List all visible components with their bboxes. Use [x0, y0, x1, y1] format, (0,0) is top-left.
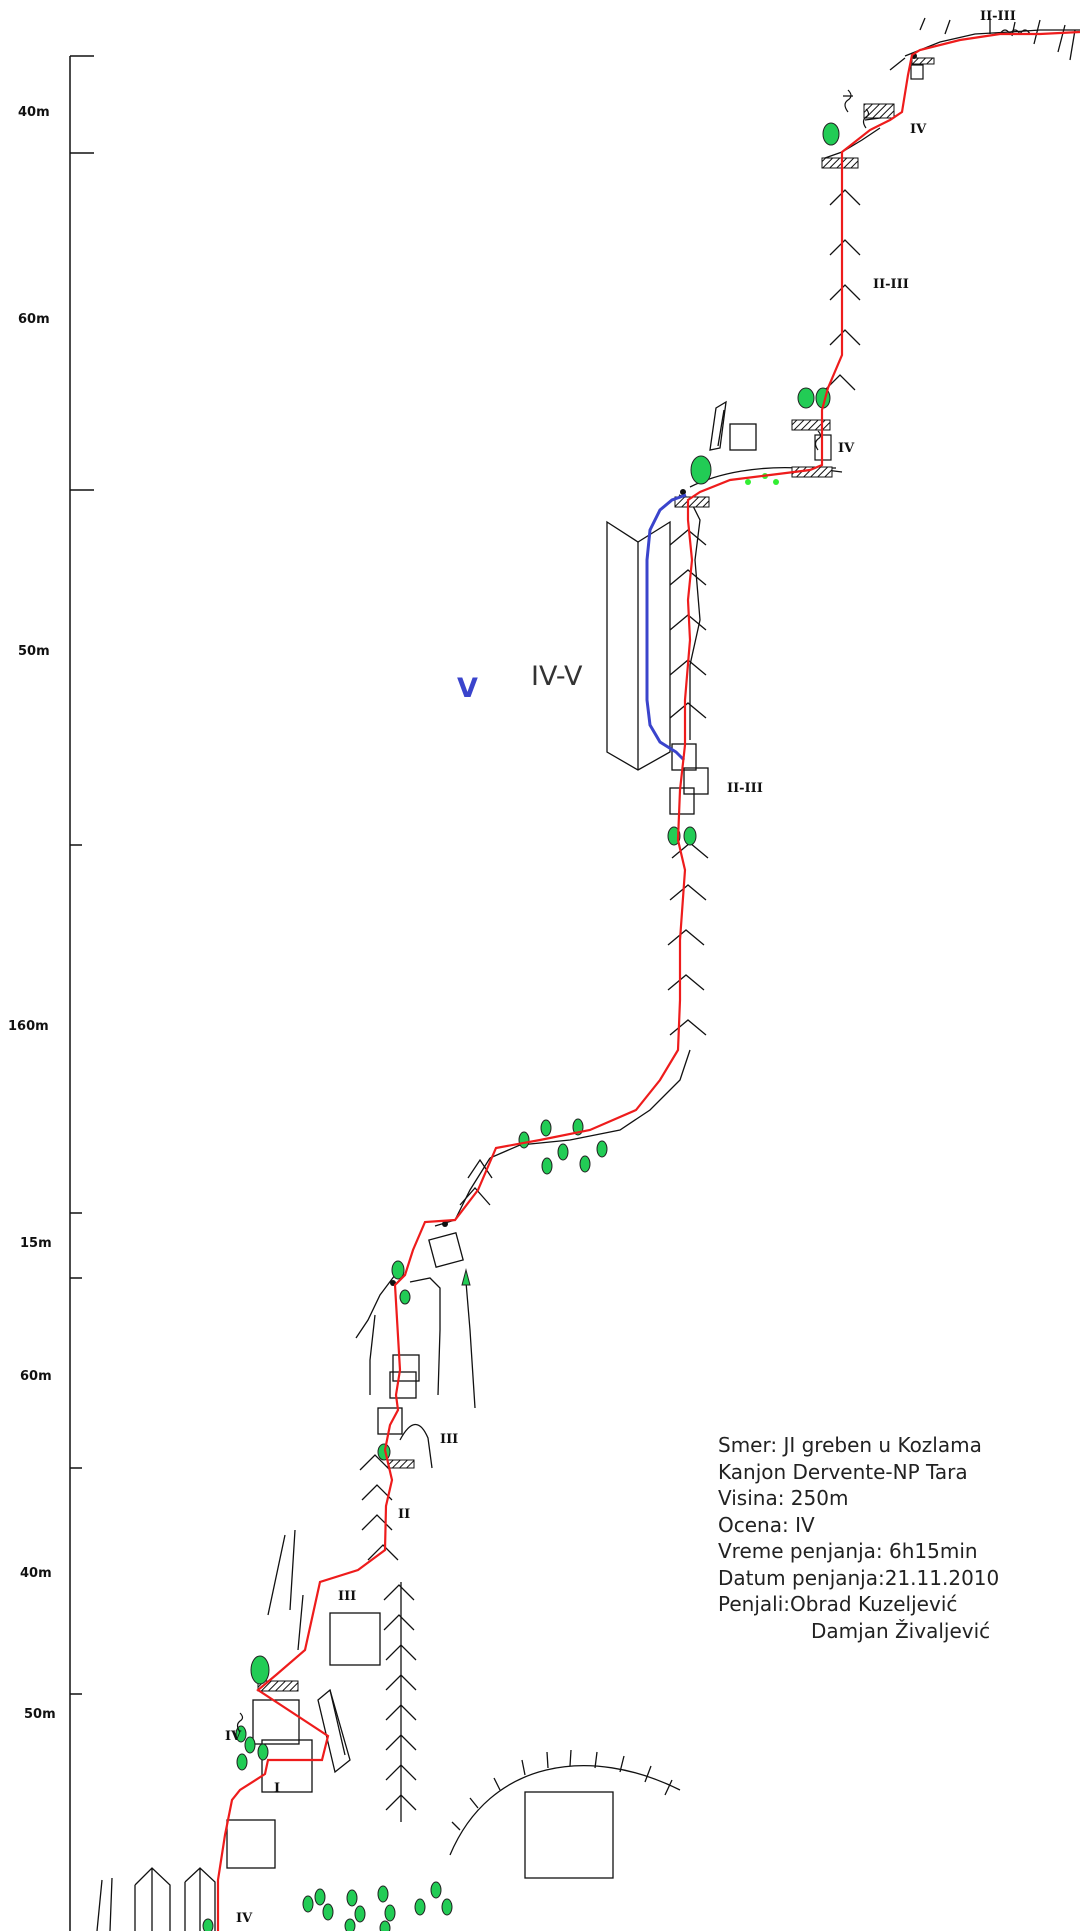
grade-lower-iii: III: [440, 1432, 458, 1447]
info-climber-2: Damjan Živaljević: [811, 1618, 991, 1643]
grade-upper-iv: IV: [910, 122, 927, 137]
info-route-name: Smer: JI greben u Kozlama: [718, 1433, 982, 1457]
scale-label-60m-low: 60m: [20, 1369, 52, 1384]
grade-dihedral-variant: V: [457, 673, 478, 704]
points: [390, 53, 917, 1286]
info-height: Visina: 250m: [718, 1486, 849, 1510]
route-info: Smer: JI greben u Kozlama Kanjon Dervent…: [718, 1432, 999, 1644]
variant-line: [645, 493, 687, 762]
belay-ledges: [257, 57, 935, 1692]
trees: [202, 122, 840, 1931]
grade-top: II-III: [980, 9, 1016, 24]
height-scale: 40m 60m 50m 160m 15m 60m 40m 50m: [8, 55, 94, 1931]
scale-label-50m-top: 50m: [18, 644, 50, 659]
scale-label-40m-top: 40m: [18, 105, 50, 120]
grade-low-iv: IV: [225, 1729, 242, 1744]
grade-mid-iv: IV: [838, 441, 855, 456]
grade-low-i: I: [274, 1781, 280, 1796]
grade-start-iv: IV: [236, 1911, 253, 1926]
info-climbers: Penjali:Obrad Kuzeljević: [718, 1592, 958, 1616]
grade-below-dihedral: II-III: [727, 781, 763, 796]
scale-label-40m-low: 40m: [20, 1566, 52, 1581]
grade-lower-ii: II: [398, 1507, 410, 1522]
ridge-features: [96, 17, 1080, 1931]
grade-low-iii: III: [338, 1589, 356, 1604]
scale-label-60m-top: 60m: [18, 312, 50, 327]
scale-label-15m: 15m: [20, 1236, 52, 1251]
route-line: [216, 30, 1080, 1931]
info-climb-date: Datum penjanja:21.11.2010: [718, 1565, 1000, 1590]
scale-label-160m: 160m: [8, 1019, 49, 1034]
grade-dihedral: IV-V: [531, 661, 583, 692]
grade-upper-ii-iii: II-III: [873, 277, 909, 292]
info-grade: Ocena: IV: [718, 1512, 815, 1537]
grade-labels: II-III IV II-III IV V IV-V II-III III II…: [225, 9, 1016, 1926]
info-canyon: Kanjon Dervente-NP Tara: [718, 1459, 968, 1484]
scale-label-50m-low: 50m: [24, 1707, 56, 1722]
info-climb-time: Vreme penjanja: 6h15min: [718, 1539, 978, 1563]
